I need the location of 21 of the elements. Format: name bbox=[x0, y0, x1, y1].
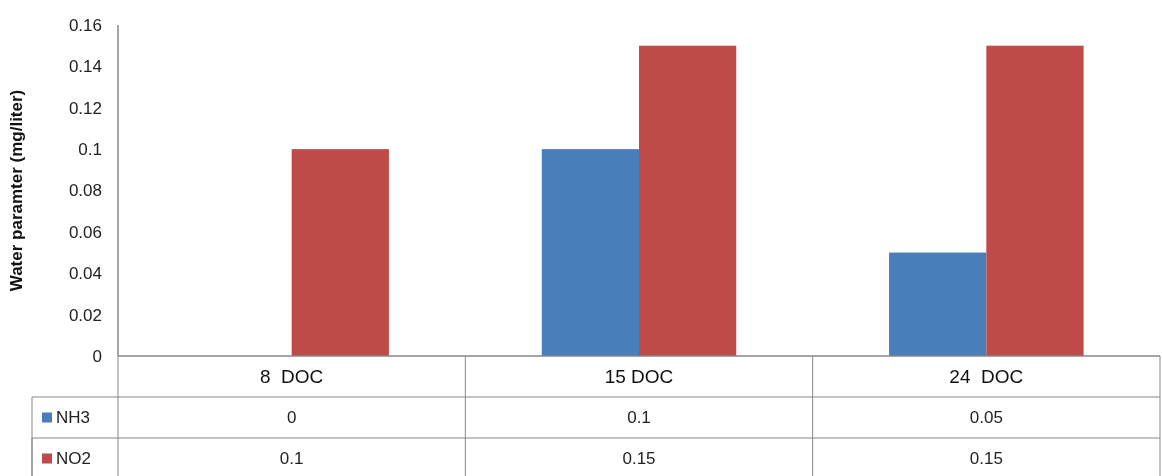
data-label: 0.15 bbox=[622, 449, 656, 469]
data-label: 0.05 bbox=[969, 408, 1003, 428]
y-tick-label: 0.12 bbox=[68, 98, 102, 118]
y-tick-label: 0.16 bbox=[68, 15, 102, 35]
data-label: 0.1 bbox=[627, 408, 651, 428]
y-tick-label: 0.02 bbox=[68, 305, 102, 325]
x-tick-label: 15 DOC bbox=[604, 366, 674, 388]
x-tick-label: 24 DOC bbox=[949, 366, 1024, 388]
y-tick-label: 0 bbox=[92, 346, 102, 366]
y-axis-title: Water paramter (mg/liter) bbox=[7, 89, 26, 292]
y-tick-label: 0.1 bbox=[78, 140, 102, 160]
y-tick-label: 0.08 bbox=[68, 181, 102, 201]
y-tick-label: 0.14 bbox=[68, 57, 102, 77]
legend-label: NO2 bbox=[56, 449, 91, 469]
x-tick-label: 8 DOC bbox=[259, 366, 324, 388]
data-label: 0.1 bbox=[279, 449, 304, 469]
y-tick-label: 0.04 bbox=[68, 264, 102, 284]
legend-label: NH3 bbox=[56, 408, 91, 428]
data-label: 0.15 bbox=[969, 449, 1003, 469]
data-label: 0 bbox=[286, 408, 297, 428]
y-tick-label: 0.06 bbox=[68, 222, 102, 242]
